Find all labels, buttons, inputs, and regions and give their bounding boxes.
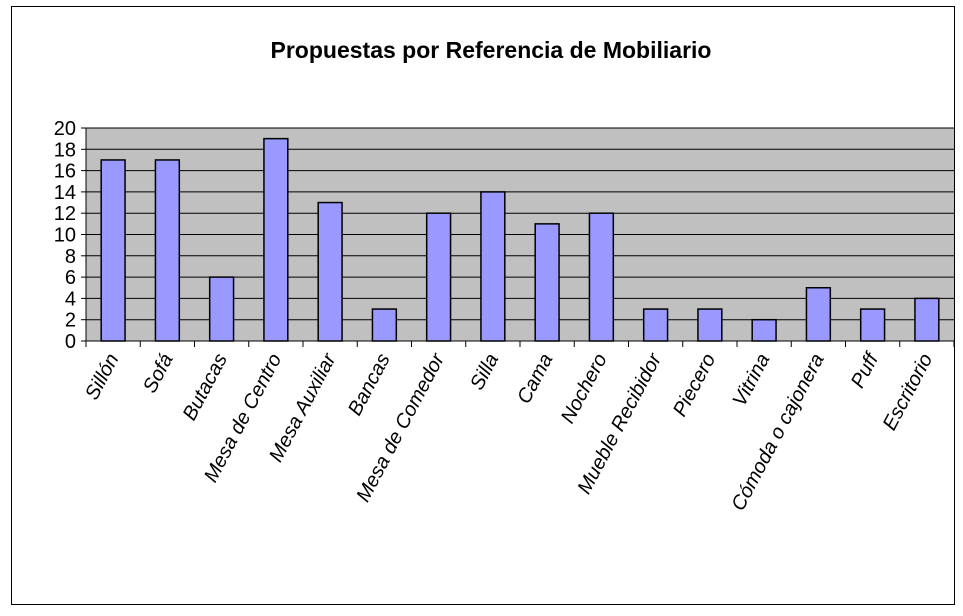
- bar: [317, 201, 343, 342]
- bar: [480, 191, 506, 342]
- bar: [642, 308, 669, 342]
- bar: [588, 212, 615, 342]
- y-tick-label: 20: [54, 118, 76, 140]
- y-tick-label: 10: [54, 225, 76, 247]
- bar: [697, 308, 723, 342]
- bar: [425, 212, 452, 342]
- y-tick-label: 16: [54, 161, 76, 183]
- y-tick-label: 0: [65, 331, 76, 353]
- bar: [263, 137, 289, 342]
- y-tick-label: 8: [65, 246, 76, 268]
- bar: [805, 287, 832, 342]
- y-tick-label: 14: [54, 182, 76, 204]
- bar: [154, 159, 181, 342]
- bar: [914, 297, 940, 342]
- bar: [534, 223, 560, 342]
- y-tick-label: 12: [54, 203, 76, 225]
- y-tick-label: 2: [65, 310, 76, 332]
- chart-title: Propuestas por Referencia de Mobiliario: [271, 37, 712, 63]
- bar: [371, 308, 398, 342]
- y-tick-label: 6: [65, 267, 76, 289]
- bar: [751, 318, 777, 342]
- y-tick-label: 18: [54, 139, 76, 161]
- bar: [859, 308, 886, 342]
- bar: [100, 159, 126, 342]
- bar: [208, 276, 235, 342]
- y-tick-label: 4: [65, 288, 76, 310]
